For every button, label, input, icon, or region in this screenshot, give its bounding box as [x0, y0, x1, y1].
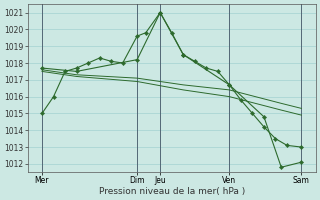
X-axis label: Pression niveau de la mer( hPa ): Pression niveau de la mer( hPa ) — [99, 187, 245, 196]
